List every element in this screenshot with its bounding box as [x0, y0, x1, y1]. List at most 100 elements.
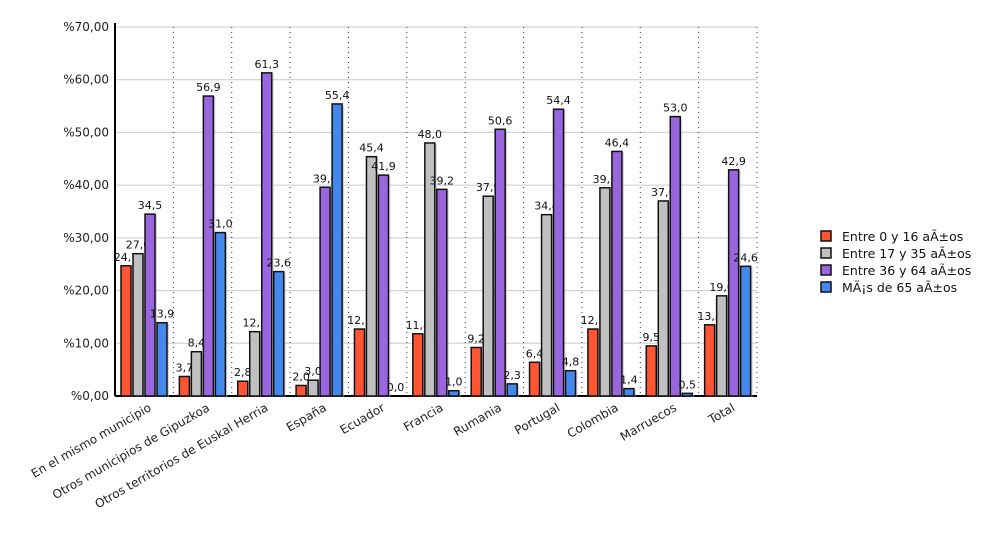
data-label: 39,5	[593, 173, 618, 186]
bar	[528, 361, 541, 397]
data-label: 61,3	[254, 58, 279, 71]
data-label: 12,2	[242, 317, 267, 330]
bar	[295, 384, 307, 397]
data-label: 53,0	[663, 102, 688, 115]
data-label: 4,8	[562, 356, 580, 369]
data-label: 34,4	[534, 200, 559, 213]
data-label: 9,2	[467, 333, 485, 346]
data-label: 37,9	[476, 181, 501, 194]
data-label: 55,4	[325, 89, 350, 102]
y-tick-label: %50,00	[63, 125, 109, 139]
data-label: 24,7	[114, 251, 139, 264]
data-label: 13,5	[697, 310, 722, 323]
bar	[412, 333, 424, 397]
legend-swatch	[820, 264, 832, 276]
data-label: 2,0	[292, 370, 310, 383]
data-label: 39,2	[430, 174, 455, 187]
data-label: 27,0	[126, 239, 151, 252]
bar	[307, 379, 319, 397]
data-label: 46,4	[605, 136, 630, 149]
data-label: 0,0	[387, 381, 405, 394]
x-tick-label: Rumania	[451, 400, 504, 438]
y-tick-label: %10,00	[63, 336, 109, 350]
bar	[564, 369, 577, 397]
bar	[214, 231, 227, 397]
data-label: 12,7	[347, 314, 372, 327]
data-label: 12,7	[581, 314, 606, 327]
bar	[424, 142, 436, 397]
bar	[365, 155, 378, 397]
data-label: 48,0	[418, 128, 443, 141]
bar	[703, 324, 716, 397]
bar	[144, 213, 156, 397]
bar	[657, 200, 670, 397]
x-tick-label: Colombia	[565, 400, 621, 440]
bar	[436, 188, 448, 397]
data-label: 31,0	[208, 218, 233, 231]
bar	[331, 103, 343, 397]
y-tick-label: %30,00	[63, 231, 109, 245]
bar	[319, 186, 331, 397]
legend-swatch	[820, 281, 832, 293]
data-label: 2,3	[503, 369, 521, 382]
legend-label: MÃ¡s de 65 aÃ±os	[842, 280, 957, 295]
y-tick-label: %40,00	[63, 178, 109, 192]
y-tick-label: %20,00	[63, 284, 109, 298]
data-label: 54,4	[546, 94, 571, 107]
bar	[623, 387, 635, 397]
data-label: 45,4	[359, 142, 384, 155]
bar	[552, 108, 565, 397]
bar	[260, 72, 273, 397]
y-tick-label: %60,00	[63, 73, 109, 87]
bar	[120, 265, 132, 397]
bar	[482, 195, 494, 397]
bar	[272, 270, 285, 397]
data-label: 1,4	[620, 374, 638, 387]
data-label: 56,9	[196, 81, 221, 94]
x-tick-label: Marruecos	[618, 400, 679, 443]
bar	[202, 95, 215, 397]
data-label: 19,0	[709, 281, 734, 294]
data-label: 11,8	[406, 319, 431, 332]
bar	[715, 295, 728, 397]
bar	[494, 128, 506, 397]
bar	[611, 150, 623, 397]
bar	[353, 328, 366, 397]
data-label: 24,6	[733, 251, 758, 264]
bar	[506, 383, 518, 397]
y-tick-label: %0,00	[71, 389, 109, 403]
data-label: 9,5	[643, 331, 661, 344]
x-tick-label: Ecuador	[338, 400, 388, 437]
bar	[190, 350, 203, 397]
data-label: 0,5	[679, 378, 697, 391]
bar	[599, 187, 611, 397]
bar	[377, 174, 390, 397]
bar	[248, 330, 261, 397]
legend-label: Entre 0 y 16 aÃ±os	[842, 229, 963, 244]
data-label: 37,0	[651, 186, 676, 199]
x-tick-label: España	[284, 400, 329, 434]
legend-label: Entre 36 y 64 aÃ±os	[842, 263, 971, 278]
bar	[645, 345, 658, 397]
bar	[156, 321, 168, 397]
bar	[681, 392, 694, 397]
data-label: 6,4	[526, 347, 544, 360]
data-label: 42,9	[721, 155, 746, 168]
data-label: 3,7	[176, 361, 194, 374]
y-tick-label: %70,00	[63, 20, 109, 34]
bar	[739, 265, 752, 397]
legend-swatch	[820, 230, 832, 242]
bar	[132, 252, 144, 397]
bar	[540, 213, 553, 397]
legend-label: Entre 17 y 35 aÃ±os	[842, 246, 971, 261]
bar	[669, 115, 682, 397]
data-label: 50,6	[488, 114, 513, 127]
data-label: 8,4	[188, 337, 206, 350]
bar	[236, 380, 249, 397]
legend-swatch	[820, 247, 832, 259]
data-label: 1,0	[445, 376, 463, 389]
data-label: 39,6	[313, 172, 338, 185]
bar	[448, 389, 460, 397]
bar	[470, 346, 482, 397]
